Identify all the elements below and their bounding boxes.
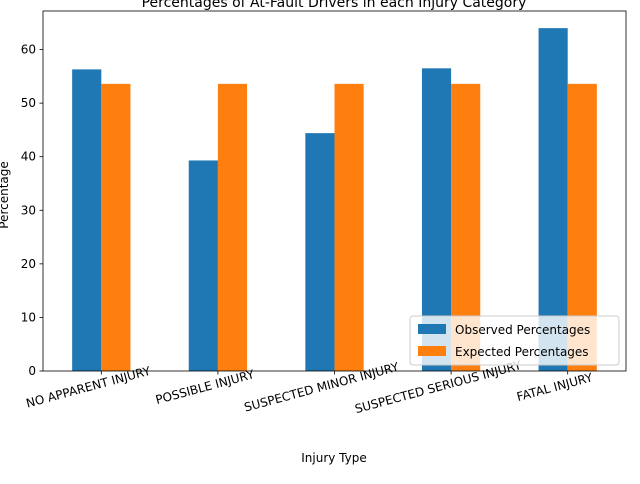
legend-label: Expected Percentages (455, 345, 589, 359)
x-tick-label: FATAL INJURY (515, 370, 595, 404)
bar-observed-2 (305, 133, 335, 371)
y-axis-label: Percentage (0, 161, 11, 229)
legend: Observed Percentages Expected Percentages (409, 315, 620, 366)
bar-observed-0 (72, 69, 102, 371)
y-tick-label: 20 (21, 257, 36, 271)
y-tick-label: 50 (21, 96, 36, 110)
bar-observed-1 (188, 160, 218, 371)
bar-expected-2 (334, 83, 364, 372)
y-tick-label: 0 (28, 364, 36, 378)
bar-expected-1 (217, 83, 248, 372)
x-axis-label: Injury Type (301, 451, 367, 465)
y-tick-label: 40 (21, 150, 36, 164)
bar-observed-4 (538, 28, 568, 371)
x-tick-label: POSSIBLE INJURY (154, 367, 256, 407)
bar-expected-0 (101, 83, 131, 372)
legend-swatch (418, 324, 446, 334)
legend-label: Observed Percentages (455, 323, 590, 337)
y-tick-label: 60 (21, 43, 36, 57)
y-tick-label: 10 (21, 310, 36, 324)
y-tick-label: 30 (21, 203, 36, 217)
chart-title: Percentages of At-Fault Drivers in each … (142, 0, 527, 11)
legend-box (409, 315, 620, 366)
legend-swatch (418, 346, 446, 356)
